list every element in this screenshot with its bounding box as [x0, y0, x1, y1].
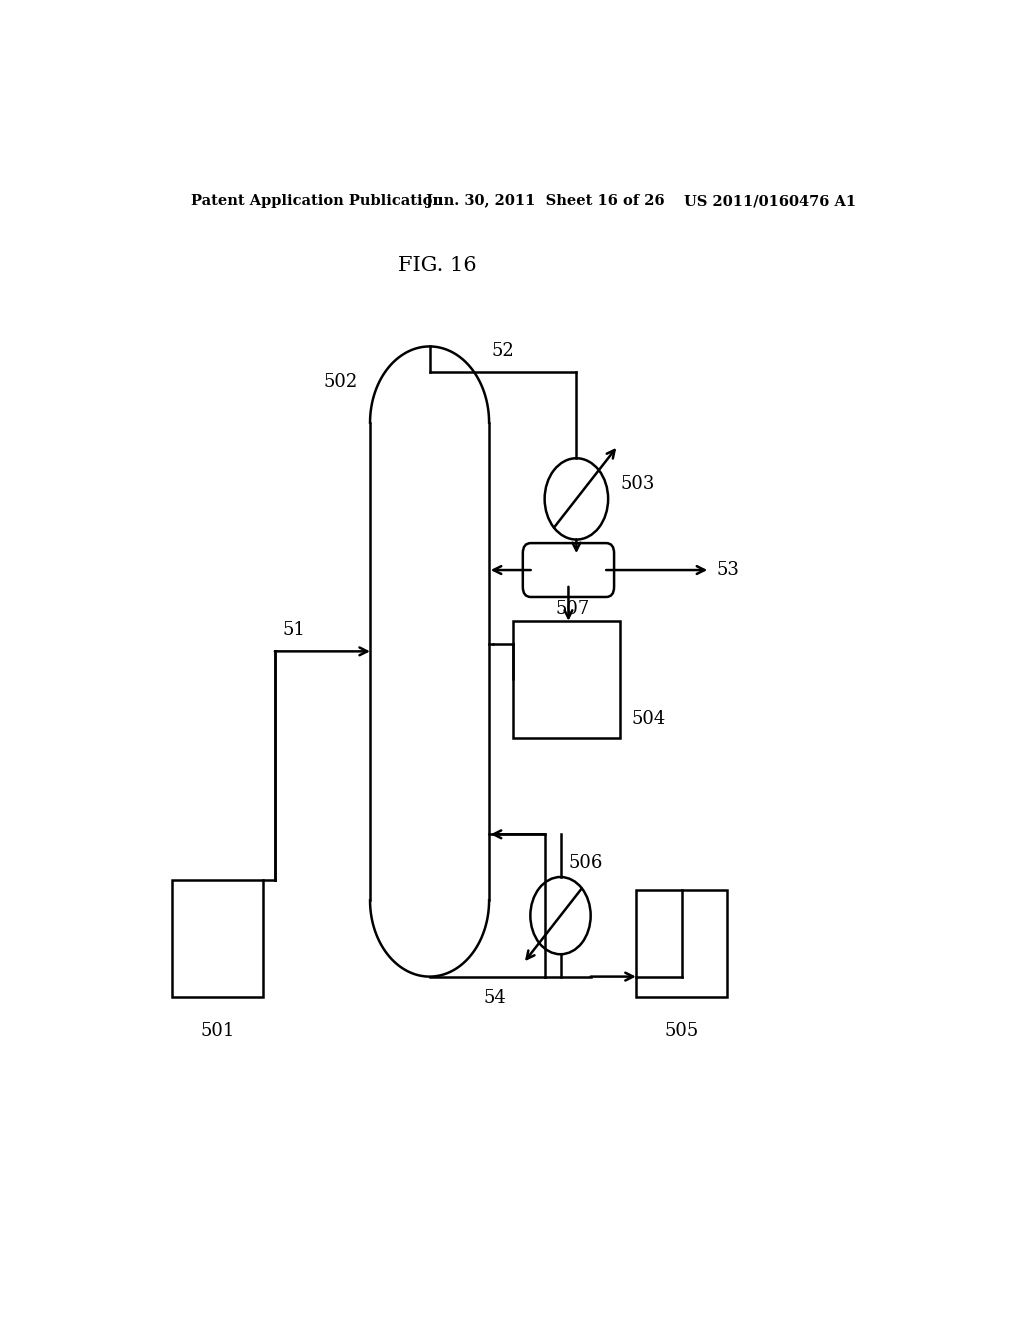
Bar — [513, 620, 620, 738]
Text: 504: 504 — [632, 710, 667, 727]
Text: FIG. 16: FIG. 16 — [397, 256, 476, 275]
Text: 505: 505 — [665, 1022, 698, 1040]
Text: 54: 54 — [483, 989, 507, 1007]
Text: 507: 507 — [555, 601, 590, 618]
Bar — [172, 880, 263, 997]
Bar — [636, 890, 727, 997]
Text: US 2011/0160476 A1: US 2011/0160476 A1 — [684, 194, 856, 209]
Text: 503: 503 — [620, 475, 654, 492]
Text: 501: 501 — [200, 1022, 234, 1040]
Text: Jun. 30, 2011  Sheet 16 of 26: Jun. 30, 2011 Sheet 16 of 26 — [426, 194, 665, 209]
Text: Patent Application Publication: Patent Application Publication — [191, 194, 443, 209]
Text: 53: 53 — [717, 561, 739, 579]
Text: 502: 502 — [324, 374, 358, 391]
Text: 506: 506 — [568, 854, 603, 873]
Text: 51: 51 — [283, 622, 305, 639]
Text: 52: 52 — [492, 342, 514, 359]
